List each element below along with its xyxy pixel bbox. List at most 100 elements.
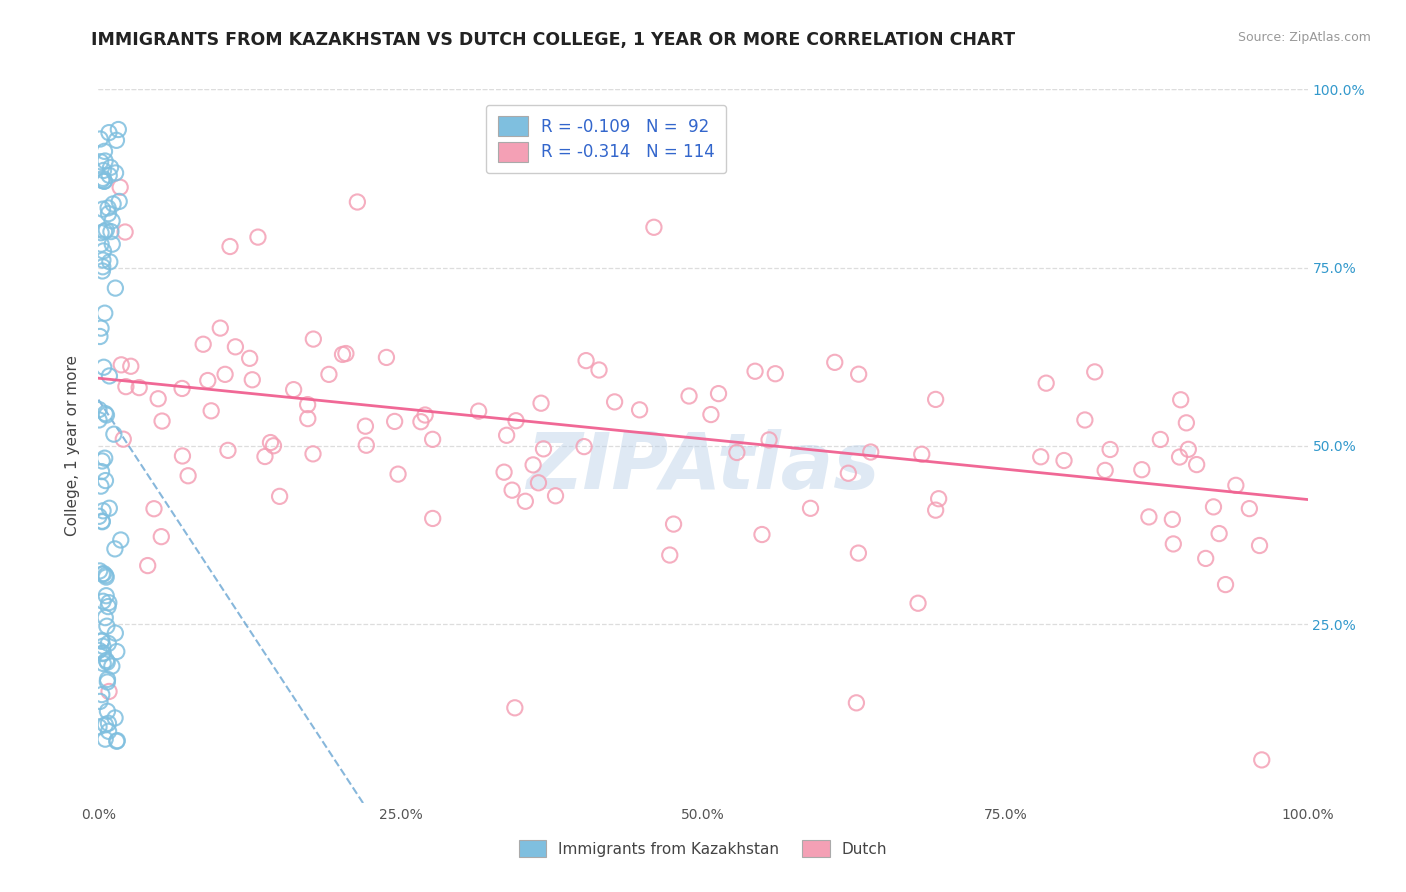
Point	[143, 501, 166, 516]
Point	[97, 599, 120, 614]
Point	[246, 230, 269, 244]
Point	[98, 126, 121, 140]
Point	[422, 511, 444, 525]
Point	[98, 169, 121, 183]
Point	[91, 504, 114, 518]
Point	[824, 355, 846, 369]
Point	[91, 514, 114, 528]
Point	[98, 501, 121, 516]
Point	[911, 447, 934, 461]
Point	[90, 154, 112, 169]
Point	[96, 619, 118, 633]
Point	[1239, 501, 1261, 516]
Point	[91, 202, 114, 217]
Point	[110, 533, 132, 547]
Point	[302, 332, 325, 346]
Point	[98, 255, 121, 269]
Point	[658, 548, 681, 562]
Point	[1208, 526, 1230, 541]
Point	[97, 636, 120, 650]
Point	[678, 389, 700, 403]
Point	[643, 220, 665, 235]
Point	[90, 237, 112, 252]
Point	[91, 515, 114, 529]
Point	[845, 696, 868, 710]
Point	[1074, 413, 1097, 427]
Point	[146, 392, 169, 406]
Point	[253, 450, 276, 464]
Point	[200, 404, 222, 418]
Point	[1029, 450, 1052, 464]
Point	[1168, 450, 1191, 464]
Point	[93, 145, 115, 159]
Point	[859, 445, 882, 459]
Point	[90, 633, 112, 648]
Point	[87, 509, 110, 524]
Legend: Immigrants from Kazakhstan, Dutch: Immigrants from Kazakhstan, Dutch	[509, 830, 897, 866]
Point	[1215, 577, 1237, 591]
Point	[522, 458, 544, 472]
Point	[1185, 458, 1208, 472]
Text: Source: ZipAtlas.com: Source: ZipAtlas.com	[1237, 31, 1371, 45]
Point	[375, 351, 398, 365]
Point	[101, 237, 124, 252]
Point	[530, 396, 553, 410]
Point	[104, 541, 127, 556]
Point	[94, 306, 117, 320]
Point	[112, 432, 135, 446]
Point	[848, 546, 870, 560]
Point	[1149, 433, 1171, 447]
Point	[104, 281, 127, 295]
Point	[91, 639, 114, 653]
Point	[91, 454, 114, 468]
Point	[115, 379, 138, 393]
Point	[1053, 453, 1076, 467]
Point	[91, 171, 114, 186]
Point	[94, 718, 117, 732]
Point	[91, 646, 114, 660]
Point	[197, 374, 219, 388]
Point	[104, 166, 127, 180]
Point	[91, 647, 114, 661]
Point	[1202, 500, 1225, 514]
Point	[93, 174, 115, 188]
Point	[110, 358, 132, 372]
Text: IMMIGRANTS FROM KAZAKHSTAN VS DUTCH COLLEGE, 1 YEAR OR MORE CORRELATION CHART: IMMIGRANTS FROM KAZAKHSTAN VS DUTCH COLL…	[91, 31, 1015, 49]
Point	[96, 673, 118, 687]
Point	[763, 367, 786, 381]
Point	[98, 684, 121, 698]
Point	[751, 527, 773, 541]
Point	[97, 724, 120, 739]
Point	[87, 720, 110, 734]
Point	[297, 398, 319, 412]
Point	[90, 321, 112, 335]
Point	[91, 567, 114, 582]
Point	[96, 655, 118, 669]
Point	[209, 321, 232, 335]
Point	[93, 163, 115, 178]
Point	[572, 440, 595, 454]
Point	[1137, 509, 1160, 524]
Point	[928, 491, 950, 506]
Point	[93, 451, 115, 466]
Point	[96, 223, 118, 237]
Point	[1225, 478, 1247, 492]
Point	[90, 688, 112, 702]
Point	[150, 530, 173, 544]
Point	[240, 373, 263, 387]
Point	[93, 174, 115, 188]
Point	[96, 408, 118, 422]
Point	[1094, 463, 1116, 477]
Point	[1177, 442, 1199, 457]
Point	[924, 503, 946, 517]
Point	[628, 402, 651, 417]
Point	[354, 419, 377, 434]
Point	[1250, 753, 1272, 767]
Point	[533, 442, 555, 456]
Point	[100, 225, 122, 239]
Point	[505, 414, 527, 428]
Point	[1035, 376, 1057, 391]
Point	[90, 479, 112, 493]
Point	[527, 475, 550, 490]
Point	[91, 260, 114, 274]
